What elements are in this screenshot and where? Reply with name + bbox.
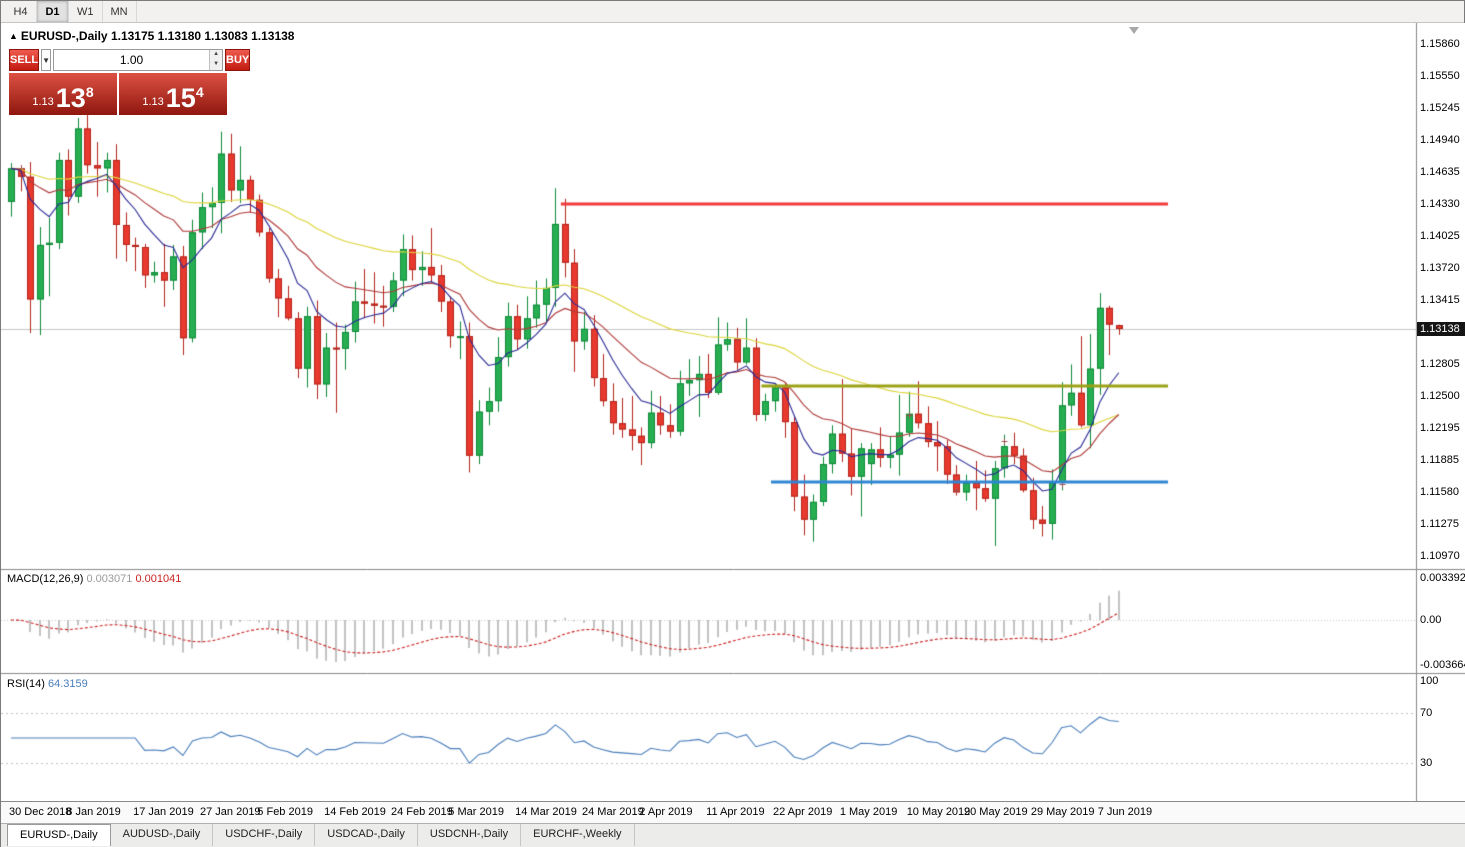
- date-axis-label: 22 Apr 2019: [773, 806, 833, 818]
- buy-button[interactable]: BUY: [225, 49, 251, 71]
- price-axis-label: 1.12500: [1420, 389, 1460, 402]
- sell-button[interactable]: SELL: [9, 49, 40, 71]
- tab-usdchf-daily[interactable]: USDCHF-,Daily: [213, 824, 316, 846]
- chevron-down-icon: ▼: [42, 55, 51, 65]
- date-axis-label: 24 Mar 2019: [582, 806, 644, 818]
- date-axis-label: 20 May 2019: [964, 806, 1028, 818]
- timeframe-w1[interactable]: W1: [69, 1, 103, 22]
- buy-price-big: 15: [165, 83, 196, 113]
- date-axis-label: 5 Mar 2019: [448, 806, 504, 818]
- timeframe-toolbar: H4 D1 W1 MN: [1, 1, 1464, 23]
- price-axis-label: 1.15550: [1420, 70, 1460, 83]
- date-axis-label: 17 Jan 2019: [133, 806, 194, 818]
- price-axis-label: 1.14025: [1420, 229, 1460, 242]
- buy-price-tile[interactable]: 1.13 15 4: [119, 73, 227, 115]
- price-axis-label: 1.11885: [1420, 454, 1459, 467]
- price-axis-label: 1.12805: [1420, 357, 1460, 370]
- price-axis-label: 1.15245: [1420, 102, 1460, 115]
- sell-price-prefix: 1.13: [32, 96, 54, 108]
- timeframe-d1[interactable]: D1: [37, 1, 69, 22]
- price-axis-label: 1.14635: [1420, 166, 1460, 179]
- current-price-badge: 1.13138: [1417, 322, 1465, 336]
- date-axis-label: 10 May 2019: [906, 806, 971, 818]
- rsi-axis-label: 30: [1420, 757, 1433, 769]
- tab-eurusd-daily[interactable]: EURUSD-,Daily: [7, 824, 111, 846]
- price-axis-label: 1.11275: [1420, 518, 1459, 531]
- tab-usdcnh-daily[interactable]: USDCNH-,Daily: [418, 824, 522, 846]
- spinner-up-icon[interactable]: ▲: [210, 50, 223, 60]
- date-axis-label: 11 Apr 2019: [706, 806, 765, 818]
- date-axis-label: 1 May 2019: [839, 806, 898, 818]
- timeframe-mn[interactable]: MN: [103, 1, 137, 22]
- price-axis-label: 1.10970: [1420, 550, 1460, 563]
- price-axis-label: 1.14940: [1420, 134, 1460, 147]
- tab-audusd-daily[interactable]: AUDUSD-,Daily: [111, 824, 214, 846]
- price-axis-label: 1.11580: [1420, 486, 1459, 499]
- date-axis-label: 14 Feb 2019: [324, 806, 386, 818]
- date-axis-label: 27 Jan 2019: [200, 806, 261, 818]
- timeframe-h4[interactable]: H4: [5, 1, 37, 22]
- date-axis-label: 7 Jun 2019: [1097, 806, 1153, 818]
- volume-field-wrap: ▲ ▼: [53, 49, 224, 71]
- price-axis-label: 1.15860: [1420, 37, 1460, 50]
- sell-price-pip: 8: [85, 84, 94, 100]
- date-axis-label: 30 Dec 2018: [9, 806, 72, 818]
- macd-axis-label: -0.003664: [1420, 659, 1465, 671]
- date-axis: 30 Dec 2018 8 Jan 2019 17 Jan 2019 27 Jan 2…: [1, 801, 1465, 823]
- buy-price-pip: 4: [195, 84, 204, 100]
- volume-dropdown-button[interactable]: ▼: [41, 49, 52, 71]
- sell-price-big: 13: [55, 83, 86, 113]
- price-axis-label: 1.12195: [1420, 421, 1460, 434]
- date-axis-label: 2 Apr 2019: [639, 806, 693, 818]
- date-axis-label: 8 Jan 2019: [66, 806, 121, 818]
- sell-price-tile[interactable]: 1.13 13 8: [9, 73, 117, 115]
- volume-spinner: ▲ ▼: [209, 50, 223, 70]
- tab-usdcad-daily[interactable]: USDCAD-,Daily: [315, 824, 418, 846]
- date-axis-label: 5 Feb 2019: [257, 806, 313, 818]
- price-axis-label: 1.13720: [1420, 261, 1460, 274]
- volume-input[interactable]: [54, 50, 210, 70]
- macd-axis-label: 0.00: [1420, 614, 1442, 626]
- date-axis-label: 24 Feb 2019: [391, 806, 453, 818]
- price-axis-label: 1.14330: [1420, 198, 1460, 210]
- date-axis-label: 29 May 2019: [1030, 806, 1095, 818]
- macd-axis-label: 0.003392: [1420, 572, 1465, 584]
- rsi-axis-label: 70: [1420, 707, 1433, 719]
- tab-eurchf-weekly[interactable]: EURCHF-,Weekly: [521, 824, 635, 846]
- price-chart-canvas[interactable]: [1, 23, 1465, 801]
- date-axis-label: 14 Mar 2019: [515, 806, 577, 818]
- spinner-down-icon[interactable]: ▼: [210, 60, 223, 70]
- price-axis-label: 1.13415: [1420, 293, 1460, 306]
- buy-price-prefix: 1.13: [142, 96, 164, 108]
- rsi-axis-label: 100: [1420, 675, 1439, 687]
- chart-tab-bar: EURUSD-,Daily AUDUSD-,Daily USDCHF-,Daily U…: [1, 823, 1465, 847]
